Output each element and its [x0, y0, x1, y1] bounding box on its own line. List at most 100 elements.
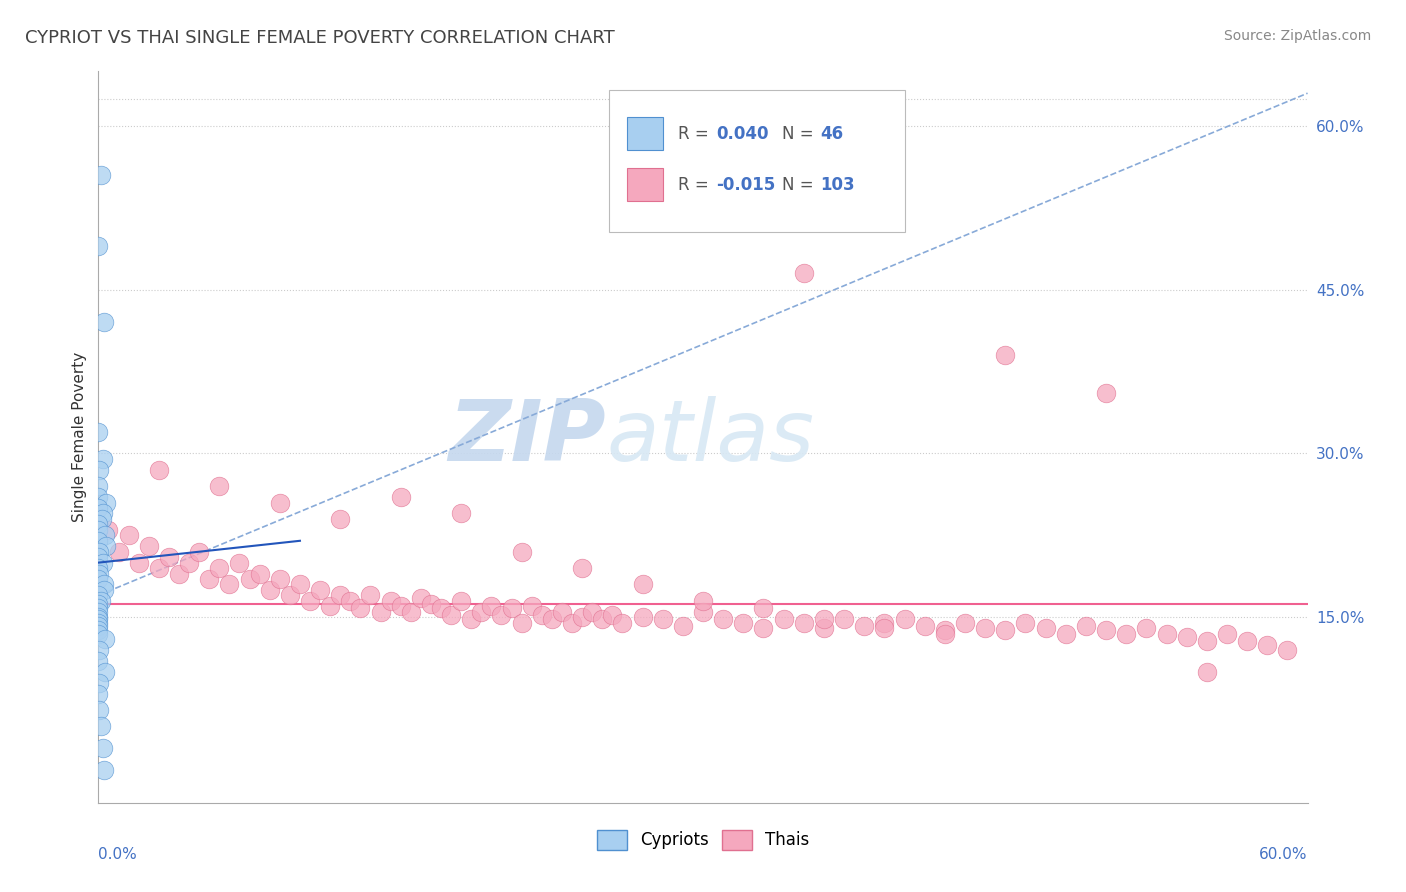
Point — [581, 605, 603, 619]
Point — [692, 594, 714, 608]
Point — [94, 665, 117, 679]
Point — [89, 643, 111, 657]
Point — [540, 612, 562, 626]
Point — [934, 624, 956, 638]
Point — [1195, 634, 1218, 648]
Point — [672, 619, 695, 633]
Point — [188, 545, 211, 559]
Point — [93, 556, 115, 570]
Point — [87, 615, 110, 630]
FancyBboxPatch shape — [609, 90, 905, 232]
Point — [87, 605, 110, 619]
Point — [793, 266, 815, 280]
Point — [89, 566, 111, 581]
Point — [89, 463, 111, 477]
Point — [873, 621, 896, 635]
Point — [561, 615, 583, 630]
Point — [974, 621, 997, 635]
Point — [1014, 615, 1036, 630]
Point — [772, 612, 794, 626]
Point — [460, 612, 482, 626]
Text: ZIP: ZIP — [449, 395, 606, 479]
Text: 60.0%: 60.0% — [1260, 847, 1308, 862]
Point — [752, 601, 775, 615]
Point — [87, 703, 110, 717]
Text: 0.040: 0.040 — [716, 125, 769, 143]
Point — [128, 556, 150, 570]
Point — [380, 594, 402, 608]
Point — [501, 601, 523, 615]
Point — [309, 582, 332, 597]
Point — [853, 619, 876, 633]
Point — [87, 425, 110, 439]
Point — [1095, 624, 1118, 638]
Point — [1256, 638, 1278, 652]
Point — [299, 594, 322, 608]
Point — [157, 550, 180, 565]
Point — [893, 612, 915, 626]
Point — [90, 594, 112, 608]
Text: 46: 46 — [820, 125, 844, 143]
Point — [91, 741, 114, 756]
Point — [551, 605, 574, 619]
Point — [94, 528, 117, 542]
Point — [87, 517, 110, 532]
Point — [87, 624, 110, 638]
Point — [571, 561, 593, 575]
Point — [87, 533, 110, 548]
Text: CYPRIOT VS THAI SINGLE FEMALE POVERTY CORRELATION CHART: CYPRIOT VS THAI SINGLE FEMALE POVERTY CO… — [25, 29, 614, 47]
Point — [1175, 630, 1198, 644]
Point — [87, 675, 110, 690]
Point — [329, 512, 352, 526]
Point — [591, 612, 613, 626]
Point — [118, 528, 141, 542]
Point — [1095, 386, 1118, 401]
Point — [1156, 626, 1178, 640]
Point — [470, 605, 492, 619]
Point — [278, 588, 301, 602]
Point — [269, 572, 291, 586]
Point — [259, 582, 281, 597]
Point — [651, 612, 673, 626]
Point — [813, 612, 835, 626]
Text: R =: R = — [678, 176, 714, 194]
Point — [692, 605, 714, 619]
Point — [94, 632, 117, 646]
Point — [430, 601, 453, 615]
Point — [198, 572, 221, 586]
Point — [87, 597, 110, 611]
Point — [491, 607, 513, 622]
Point — [631, 610, 654, 624]
Point — [914, 619, 936, 633]
Legend: Cypriots, Thais: Cypriots, Thais — [591, 823, 815, 856]
Point — [994, 348, 1017, 362]
Point — [208, 561, 231, 575]
Point — [288, 577, 311, 591]
Point — [87, 490, 110, 504]
Point — [481, 599, 503, 614]
FancyBboxPatch shape — [627, 169, 664, 202]
Point — [107, 545, 129, 559]
Point — [87, 545, 110, 559]
Point — [148, 561, 170, 575]
Point — [93, 315, 115, 329]
Point — [93, 451, 115, 466]
Point — [409, 591, 432, 605]
Point — [208, 479, 231, 493]
Text: -0.015: -0.015 — [716, 176, 776, 194]
Point — [520, 599, 543, 614]
Point — [530, 607, 553, 622]
Point — [87, 619, 110, 633]
Point — [93, 577, 115, 591]
Point — [97, 523, 120, 537]
Text: 0.0%: 0.0% — [98, 847, 138, 862]
Text: N =: N = — [782, 176, 818, 194]
Point — [87, 479, 110, 493]
Point — [167, 566, 190, 581]
Text: 103: 103 — [820, 176, 855, 194]
Point — [450, 507, 472, 521]
Point — [87, 588, 110, 602]
Point — [510, 545, 533, 559]
Text: R =: R = — [678, 125, 714, 143]
Point — [994, 624, 1017, 638]
